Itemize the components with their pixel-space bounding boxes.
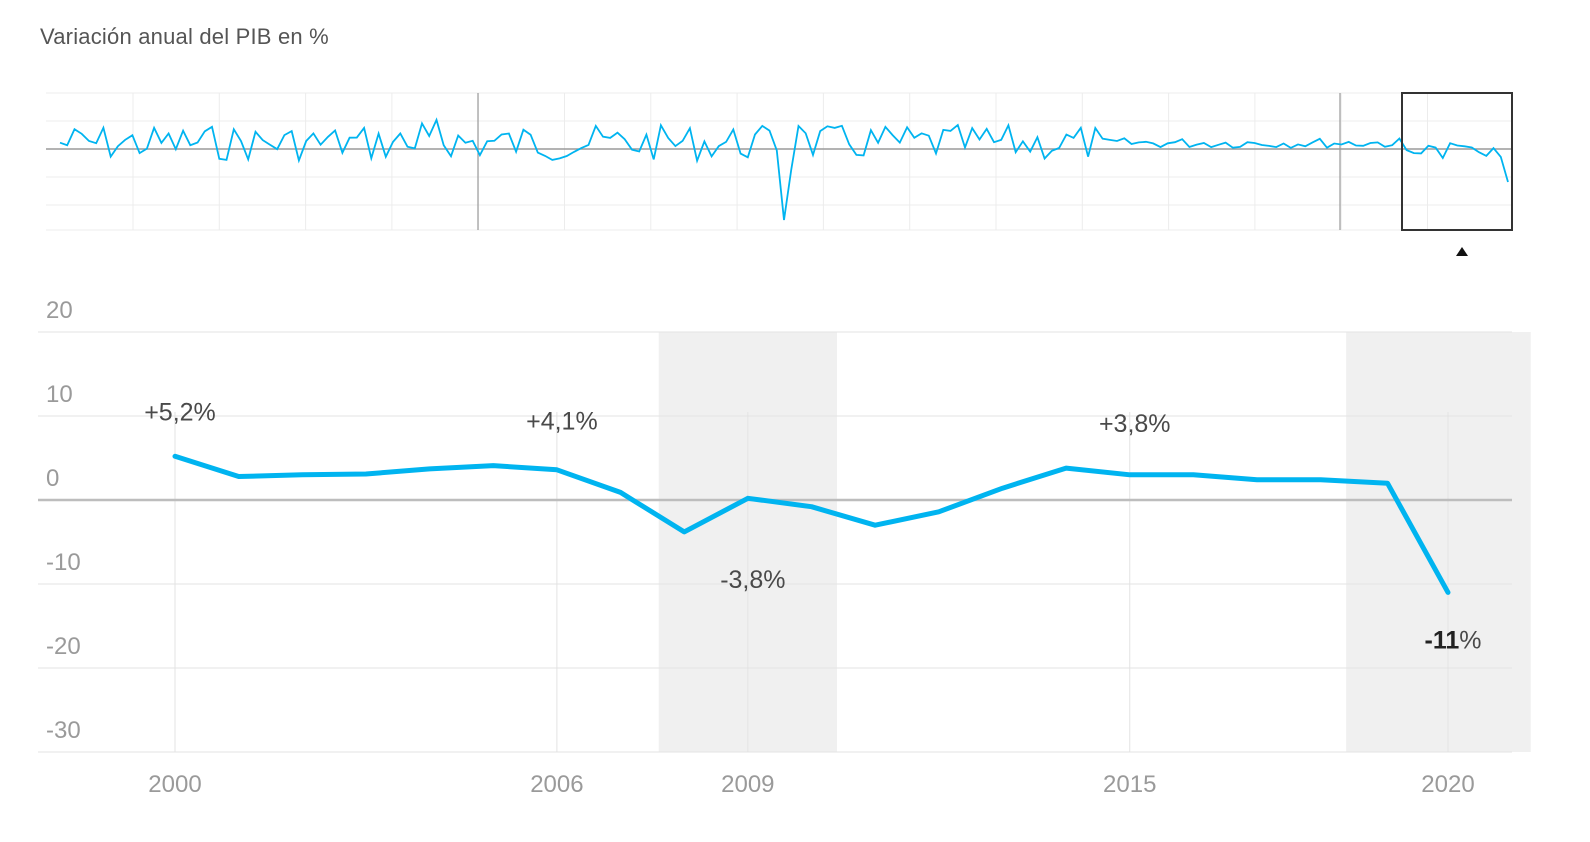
data-label: -3,8%: [720, 566, 785, 594]
x-tick-label: 2020: [1421, 771, 1474, 798]
data-label-value: -11: [1425, 626, 1460, 654]
y-tick-label: 20: [46, 297, 73, 324]
shaded-period-2: [1346, 332, 1531, 752]
x-tick-label: 2015: [1103, 771, 1156, 798]
data-label: -11%: [1425, 626, 1482, 654]
data-label: +5,2%: [144, 398, 216, 426]
y-tick-label: -30: [46, 717, 81, 744]
selection-handle-icon: [1456, 247, 1468, 256]
main-chart: 20 10 0 -10 -20 -30 2000 2006 2009 2015 2020 +5,2% +…: [38, 297, 1531, 798]
y-tick-label: -10: [46, 549, 81, 576]
overview-series-line: [59, 117, 1509, 221]
data-label-unit: %: [1459, 626, 1481, 654]
x-tick-label: 2006: [530, 771, 583, 798]
overview-navigator[interactable]: [46, 92, 1513, 256]
y-tick-label: 10: [46, 381, 73, 408]
x-tick-label: 2000: [148, 771, 201, 798]
gdp-series-line: [172, 453, 1451, 595]
x-tick-label: 2009: [721, 771, 774, 798]
y-tick-label: -20: [46, 633, 81, 660]
data-label: +3,8%: [1099, 410, 1171, 438]
selection-window: [1401, 92, 1513, 231]
chart-title: Variación anual del PIB en %: [40, 24, 329, 49]
data-label: +4,1%: [526, 408, 598, 436]
y-tick-label: 0: [46, 465, 59, 492]
